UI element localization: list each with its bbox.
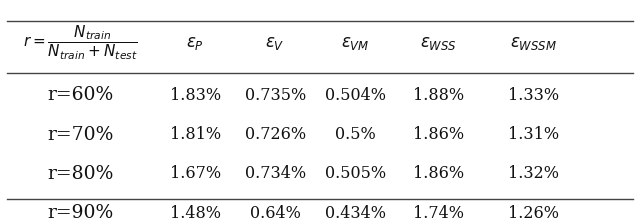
Text: r=70%: r=70%	[47, 126, 114, 144]
Text: 1.86%: 1.86%	[413, 126, 464, 143]
Text: $\epsilon_{VM}$: $\epsilon_{VM}$	[340, 34, 369, 52]
Text: 0.64%: 0.64%	[250, 205, 301, 222]
Text: 0.434%: 0.434%	[324, 205, 386, 222]
Text: 1.32%: 1.32%	[508, 165, 559, 182]
Text: 0.504%: 0.504%	[324, 87, 386, 104]
Text: $\epsilon_{WSSM}$: $\epsilon_{WSSM}$	[511, 34, 557, 52]
Text: 0.735%: 0.735%	[244, 87, 306, 104]
Text: 1.74%: 1.74%	[413, 205, 463, 222]
Text: 0.5%: 0.5%	[335, 126, 376, 143]
Text: 0.505%: 0.505%	[324, 165, 386, 182]
Text: 1.26%: 1.26%	[508, 205, 559, 222]
Text: r=60%: r=60%	[47, 86, 114, 104]
Text: r=80%: r=80%	[47, 165, 114, 183]
Text: 1.83%: 1.83%	[170, 87, 221, 104]
Text: 1.67%: 1.67%	[170, 165, 221, 182]
Text: 0.734%: 0.734%	[244, 165, 306, 182]
Text: 0.726%: 0.726%	[244, 126, 306, 143]
Text: 1.31%: 1.31%	[508, 126, 559, 143]
Text: 1.86%: 1.86%	[413, 165, 464, 182]
Text: $\epsilon_P$: $\epsilon_P$	[186, 34, 204, 52]
Text: $\epsilon_V$: $\epsilon_V$	[266, 34, 285, 52]
Text: $r = \dfrac{N_{train}}{N_{train}+N_{test}}$: $r = \dfrac{N_{train}}{N_{train}+N_{test…	[23, 24, 138, 62]
Text: r=90%: r=90%	[47, 204, 114, 222]
Text: 1.88%: 1.88%	[413, 87, 464, 104]
Text: $\epsilon_{WSS}$: $\epsilon_{WSS}$	[420, 34, 456, 52]
Text: 1.81%: 1.81%	[170, 126, 221, 143]
Text: 1.48%: 1.48%	[170, 205, 221, 222]
Text: 1.33%: 1.33%	[508, 87, 559, 104]
